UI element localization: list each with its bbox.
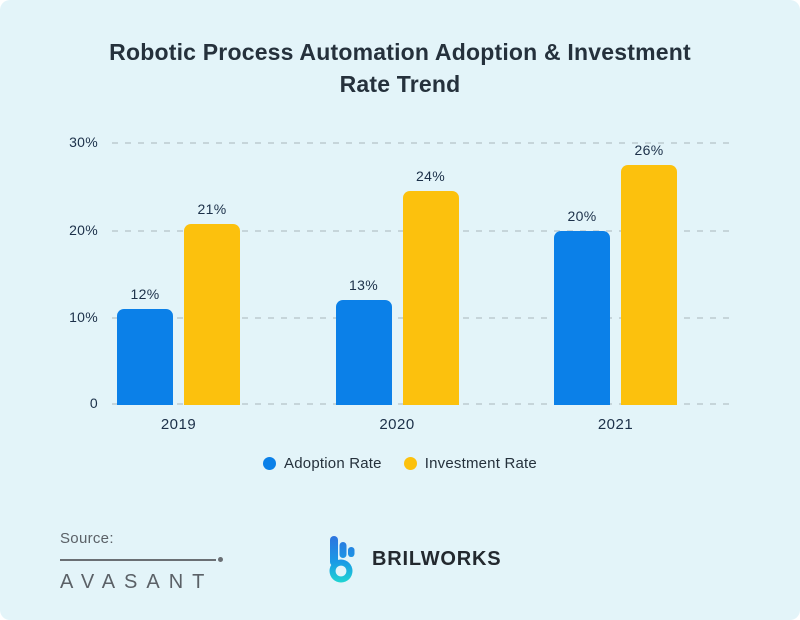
x-label-2019: 2019 [160,416,197,433]
bar-value-label: 12% [130,285,160,302]
y-tick-0: 0 [89,395,98,411]
bar-group-2020: 13% 24% [335,142,459,405]
avasant-logo-rule [60,557,223,562]
barwrap-adoption-2021: 20% [554,142,610,405]
y-tick-30: 30% [69,134,98,150]
barwrap-investment-2020: 24% [402,142,459,405]
legend-dot-adoption-icon [263,457,277,470]
bar-value-label: 13% [349,276,378,293]
adoption-bar-2021 [554,231,610,405]
avasant-rule-line [60,558,216,561]
bar-value-label: 24% [416,168,445,185]
investment-bar-2019 [184,223,240,405]
adoption-bar-2019 [117,308,173,405]
brilworks-logo: BRILWORKS [328,536,501,583]
avasant-logo-text: AVASANT [60,571,214,593]
legend-label-investment: Investment Rate [424,455,537,472]
investment-bar-2021 [621,165,677,405]
barwrap-adoption-2019: 12% [117,142,173,405]
y-tick-20: 20% [69,221,98,238]
source-block: Source: AVASANT [60,530,223,594]
y-tick-10: 10% [69,309,98,326]
legend-item-investment-rate: Investment Rate [403,455,537,472]
legend: Adoption Rate Investment Rate [0,455,800,472]
bar-value-label: 20% [567,208,597,225]
legend-dot-investment-icon [403,457,417,470]
bar-value-label: 26% [634,142,664,158]
x-label-2020: 2020 [379,416,415,433]
legend-label-adoption: Adoption Rate [284,455,382,472]
source-label: Source: [60,530,114,547]
legend-item-adoption-rate: Adoption Rate [263,455,382,472]
bar-chart: 30% 20% 10% 0 12% 21% [0,134,800,433]
gridline-30: 30% [69,134,735,150]
chart-title: Robotic Process Automation Adoption & In… [109,39,691,97]
brilworks-b-icon [329,536,355,583]
barwrap-investment-2019: 21% [184,142,240,405]
adoption-bar-2020 [335,299,392,405]
investment-bar-2020 [402,191,459,405]
x-axis-labels: 2019 2020 2021 [112,416,735,433]
bars-layer: 12% 21% 13% 24% [112,142,735,405]
avasant-rule-dot-icon [218,557,223,562]
footer: Source: AVASANT [60,530,501,594]
bar-value-label: 21% [197,200,227,217]
bar-group-2019: 12% 21% [117,142,240,405]
x-label-2021: 2021 [597,416,634,433]
plot-area: 30% 20% 10% 0 12% 21% [69,134,735,411]
barwrap-investment-2021: 26% [621,142,677,405]
brilworks-logo-text: BRILWORKS [372,548,502,570]
barwrap-adoption-2020: 13% [335,142,392,405]
bar-group-2021: 20% 26% [554,142,677,405]
